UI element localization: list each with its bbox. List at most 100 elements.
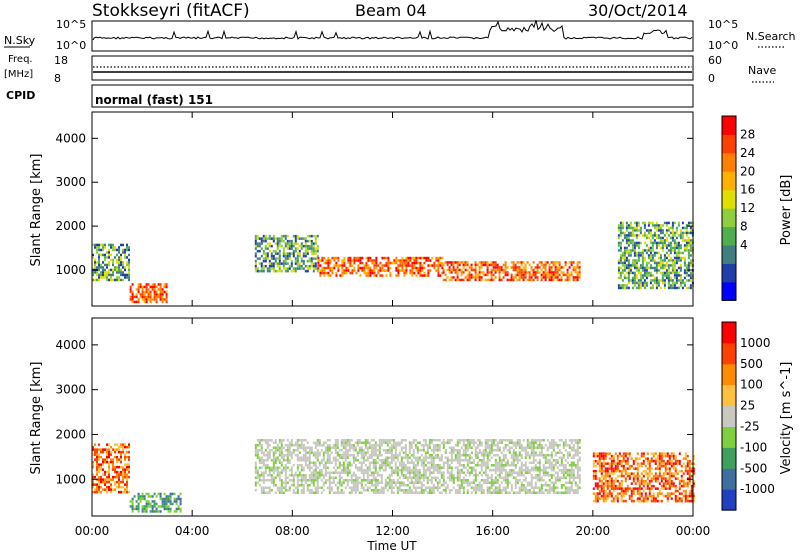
echo-cell bbox=[268, 267, 271, 270]
echo-cell bbox=[638, 457, 641, 460]
echo-cell bbox=[314, 242, 317, 245]
echo-cell bbox=[426, 479, 429, 482]
echo-cell bbox=[330, 446, 333, 449]
echo-cell bbox=[592, 472, 595, 475]
echo-cell bbox=[596, 477, 599, 480]
echo-cell bbox=[302, 474, 305, 477]
echo-cell bbox=[143, 300, 146, 304]
echo-cell bbox=[429, 269, 432, 272]
echo-cell bbox=[665, 251, 668, 255]
echo-cell bbox=[462, 481, 465, 484]
echo-cell bbox=[110, 488, 112, 491]
echo-cell bbox=[440, 454, 443, 457]
echo-cell bbox=[316, 474, 319, 477]
echo-cell bbox=[254, 484, 257, 487]
echo-cell bbox=[308, 234, 311, 238]
echo-cell bbox=[342, 481, 345, 484]
echo-cell bbox=[388, 479, 391, 482]
echo-cell bbox=[284, 471, 287, 474]
echo-cell bbox=[520, 469, 523, 472]
echo-cell bbox=[641, 261, 644, 265]
echo-cell bbox=[468, 439, 471, 442]
echo-cell bbox=[292, 489, 295, 492]
echo-cell bbox=[410, 461, 413, 464]
echo-cell bbox=[618, 469, 621, 473]
echo-cell bbox=[372, 459, 375, 462]
echo-cell bbox=[631, 231, 634, 235]
echo-cell bbox=[424, 471, 427, 474]
echo-cell bbox=[108, 465, 110, 469]
echo-cell bbox=[683, 281, 686, 285]
echo-cell bbox=[556, 451, 559, 454]
echo-cell bbox=[616, 462, 619, 465]
echo-cell bbox=[126, 475, 128, 479]
echo-cell bbox=[526, 271, 529, 274]
echo-cell bbox=[486, 451, 489, 454]
echo-cell bbox=[677, 249, 680, 252]
echo-cell bbox=[663, 284, 666, 287]
echo-cell bbox=[474, 484, 477, 487]
echo-cell bbox=[450, 461, 453, 464]
echo-cell bbox=[608, 492, 611, 495]
echo-cell bbox=[640, 487, 643, 490]
echo-cell bbox=[510, 489, 513, 492]
echo-cell bbox=[415, 259, 418, 262]
echo-cell bbox=[594, 497, 597, 500]
echo-cell bbox=[520, 449, 523, 452]
echo-cell bbox=[118, 251, 120, 254]
echo-cell bbox=[498, 268, 501, 272]
echo-cell bbox=[412, 461, 415, 464]
echo-cell bbox=[422, 491, 425, 494]
echo-cell bbox=[446, 476, 449, 479]
echo-cell bbox=[512, 278, 515, 282]
echo-cell bbox=[112, 271, 114, 274]
echo-cell bbox=[387, 266, 390, 270]
echo-cell bbox=[516, 266, 519, 269]
echo-cell bbox=[344, 444, 347, 447]
echo-cell bbox=[624, 489, 627, 493]
echo-cell bbox=[328, 476, 331, 479]
echo-cell bbox=[120, 278, 122, 282]
echo-cell bbox=[262, 234, 265, 238]
echo-cell bbox=[374, 444, 377, 447]
echo-cell bbox=[128, 268, 130, 272]
echo-cell bbox=[516, 444, 519, 447]
echo-cell bbox=[683, 259, 686, 262]
echo-cell bbox=[456, 469, 459, 472]
echo-cell bbox=[460, 479, 463, 482]
echo-cell bbox=[462, 491, 465, 494]
echo-cell bbox=[624, 462, 627, 465]
echo-cell bbox=[100, 266, 102, 269]
echo-cell bbox=[262, 461, 265, 464]
echo-cell bbox=[456, 451, 459, 454]
echo-cell bbox=[655, 276, 658, 280]
echo-cell bbox=[108, 268, 110, 272]
echo-cell bbox=[616, 487, 619, 490]
echo-cell bbox=[677, 256, 680, 260]
echo-cell bbox=[405, 261, 408, 265]
echo-cell bbox=[498, 446, 501, 449]
power-panel-bg bbox=[92, 112, 693, 306]
echo-cell bbox=[390, 491, 393, 494]
echo-cell bbox=[675, 226, 678, 230]
echo-cell bbox=[432, 489, 435, 492]
echo-cell bbox=[681, 256, 684, 260]
echo-cell bbox=[542, 266, 545, 269]
echo-cell bbox=[377, 269, 380, 272]
echo-cell bbox=[352, 486, 355, 489]
echo-cell bbox=[490, 476, 493, 479]
echo-cell bbox=[122, 243, 124, 247]
echo-cell bbox=[568, 278, 571, 282]
echo-cell bbox=[474, 474, 477, 477]
echo-cell bbox=[124, 253, 126, 257]
echo-cell bbox=[96, 246, 98, 249]
echo-cell bbox=[112, 488, 114, 491]
colorbar-tick-label: 8 bbox=[740, 220, 748, 234]
echo-cell bbox=[288, 242, 291, 245]
echo-cell bbox=[562, 446, 565, 449]
echo-cell bbox=[442, 476, 445, 479]
echo-cell bbox=[665, 229, 668, 232]
echo-cell bbox=[625, 286, 628, 290]
echo-cell bbox=[450, 449, 453, 452]
echo-cell bbox=[163, 298, 166, 301]
